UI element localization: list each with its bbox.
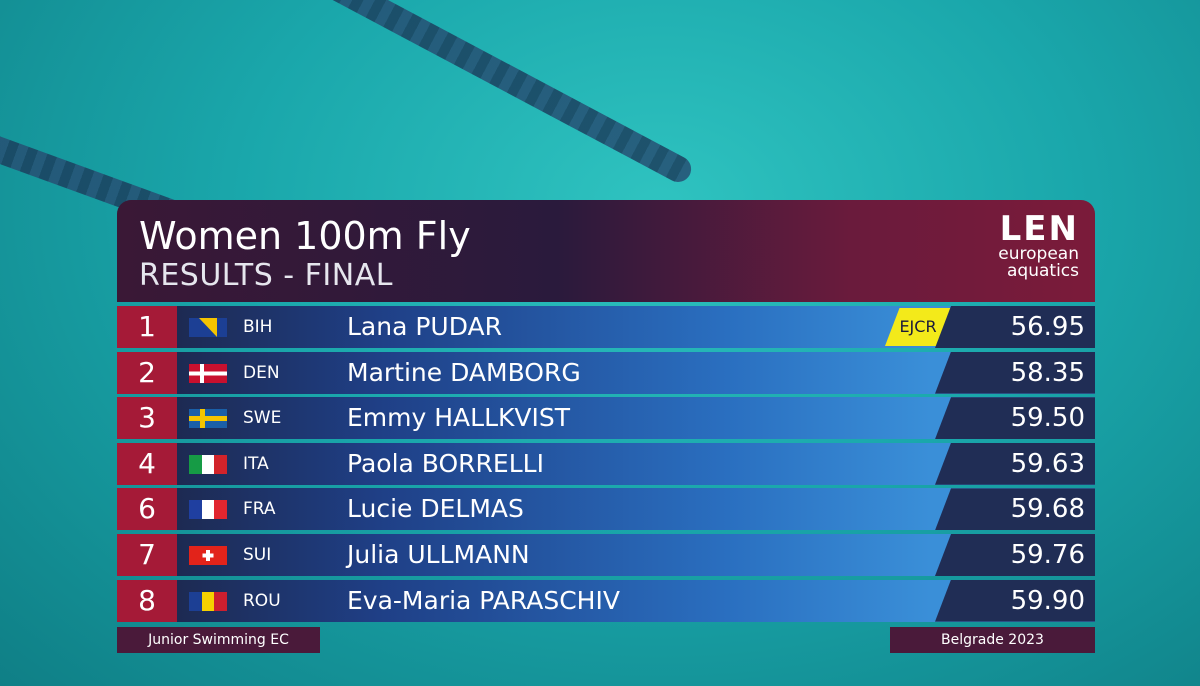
flag <box>189 500 227 523</box>
athlete-name: Julia ULLMANN <box>347 540 530 569</box>
athlete-name: Paola BORRELLI <box>347 448 544 478</box>
athlete-name: Lana PUDAR <box>347 312 503 341</box>
flag-icon <box>189 318 227 337</box>
flag <box>189 318 227 341</box>
flag <box>189 454 227 478</box>
title: Women 100m Fly <box>139 214 471 258</box>
logo-mark: LEN <box>999 209 1079 249</box>
header: Women 100m Fly RESULTS - FINAL LEN europ… <box>117 200 1095 302</box>
logo: LEN european aquatics <box>998 212 1079 280</box>
time-background <box>935 351 1095 394</box>
flag <box>189 546 227 569</box>
logo-line: aquatics <box>1007 261 1079 281</box>
flag-icon <box>189 454 227 474</box>
time: 59.76 <box>1010 540 1085 570</box>
result-row: 2 DEN Martine DAMBORG 58.35 <box>117 351 1095 394</box>
country-code: ITA <box>243 453 269 474</box>
result-row: 7 SUI Julia ULLMANN 59.76 <box>117 534 1095 576</box>
athlete-name: Martine DAMBORG <box>347 357 581 387</box>
time-background <box>935 534 1095 576</box>
rank: 3 <box>117 397 177 440</box>
result-row: 1 BIH Lana PUDAR EJCR 56.95 <box>117 306 1095 348</box>
time: 56.95 <box>1010 312 1085 342</box>
time-background <box>935 488 1095 531</box>
time: 59.68 <box>1010 494 1085 525</box>
flag-icon <box>189 363 227 383</box>
logo-line: european <box>998 244 1079 264</box>
country-code: ROU <box>243 590 281 611</box>
time: 59.63 <box>1010 448 1085 479</box>
flag-icon <box>189 546 227 565</box>
rank: 7 <box>117 534 177 576</box>
flag <box>189 591 227 615</box>
country-code: SWE <box>243 408 282 429</box>
flag-icon <box>189 500 227 520</box>
result-row: 3 SWE Emmy HALLKVIST 59.50 <box>117 397 1095 440</box>
rank: 6 <box>117 488 177 531</box>
time-background <box>935 579 1095 622</box>
subtitle: RESULTS - FINAL <box>139 258 393 293</box>
rank: 2 <box>117 351 177 394</box>
time: 58.35 <box>1010 357 1085 388</box>
athlete-name: Lucie DELMAS <box>347 494 524 524</box>
rank: 1 <box>117 306 177 348</box>
country-code: DEN <box>243 362 280 383</box>
rank: 4 <box>117 442 177 485</box>
time: 59.50 <box>1010 403 1085 434</box>
time-background <box>935 306 1095 348</box>
location-label: Belgrade 2023 <box>890 627 1095 653</box>
flag <box>189 409 227 432</box>
result-row: 6 FRA Lucie DELMAS 59.68 <box>117 488 1095 531</box>
flag <box>189 363 227 387</box>
result-row: 8 ROU Eva-Maria PARASCHIV 59.90 <box>117 579 1095 622</box>
athlete-name: Eva-Maria PARASCHIV <box>347 585 620 615</box>
time-background <box>935 442 1095 485</box>
country-code: BIH <box>243 317 273 337</box>
lane-rope <box>224 0 696 187</box>
country-code: FRA <box>243 499 276 520</box>
rank: 8 <box>117 579 177 622</box>
event-label: Junior Swimming EC <box>117 627 320 653</box>
time-background <box>935 397 1095 440</box>
athlete-name: Emmy HALLKVIST <box>347 403 571 433</box>
country-code: SUI <box>243 545 272 565</box>
time: 59.90 <box>1010 585 1085 616</box>
flag-icon <box>189 591 227 611</box>
flag-icon <box>189 409 227 429</box>
result-row: 4 ITA Paola BORRELLI 59.63 <box>117 442 1095 485</box>
